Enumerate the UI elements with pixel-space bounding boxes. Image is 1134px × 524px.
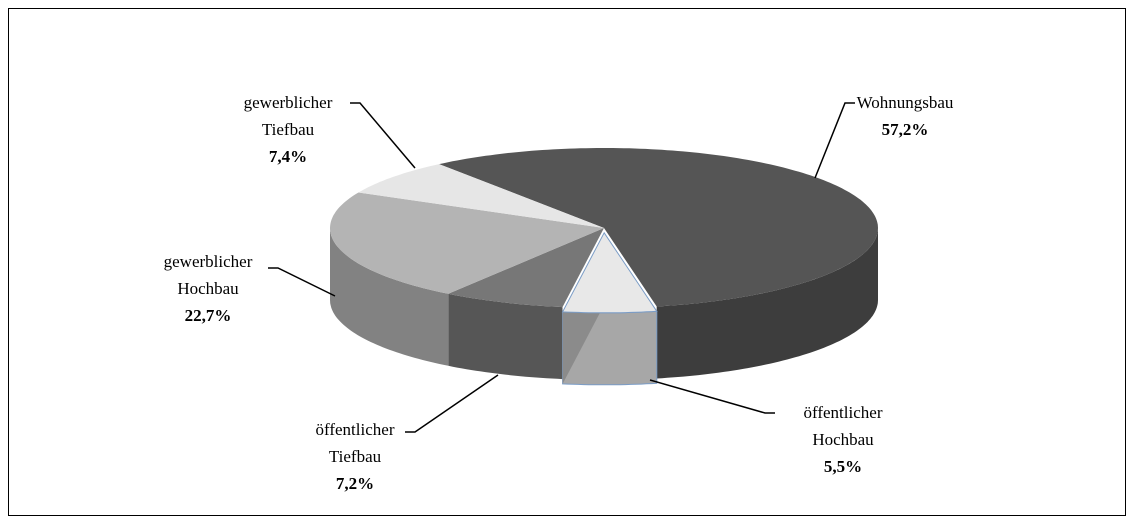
- slice-side: [656, 228, 878, 379]
- leader-line: [268, 267, 336, 297]
- label-name: öffentlicher Tiefbau: [315, 420, 395, 466]
- leader-line: [405, 374, 499, 433]
- data-label: öffentlicher Hochbau 5,5%: [781, 399, 905, 480]
- leader-line: [814, 102, 855, 179]
- label-value: 7,2%: [335, 474, 375, 493]
- label-name: gewerblicher Tiefbau: [243, 93, 333, 139]
- label-value: 57,2%: [881, 120, 929, 139]
- data-label: gewerblicher Hochbau 22,7%: [146, 248, 270, 329]
- label-name: gewerblicher Hochbau: [163, 252, 253, 298]
- label-value: 7,4%: [268, 147, 308, 166]
- slice: [358, 164, 604, 228]
- data-label: öffentlicher Tiefbau 7,2%: [293, 416, 417, 497]
- slice: [439, 148, 878, 307]
- leader-line: [649, 379, 775, 414]
- label-name: öffentlicher Hochbau: [803, 403, 883, 449]
- label-value: 22,7%: [184, 306, 232, 325]
- slice: [330, 192, 604, 294]
- data-label: gewerblicher Tiefbau 7,4%: [226, 89, 350, 170]
- frame: [8, 8, 1126, 516]
- label-value: 5,5%: [823, 457, 863, 476]
- slice: [561, 231, 658, 314]
- slice-side: [330, 228, 449, 366]
- slice-side: [448, 293, 563, 380]
- label-name: Wohnungsbau: [856, 93, 954, 112]
- slice: [448, 228, 604, 308]
- leader-line: [350, 102, 416, 169]
- data-label: Wohnungsbau 57,2%: [843, 89, 967, 143]
